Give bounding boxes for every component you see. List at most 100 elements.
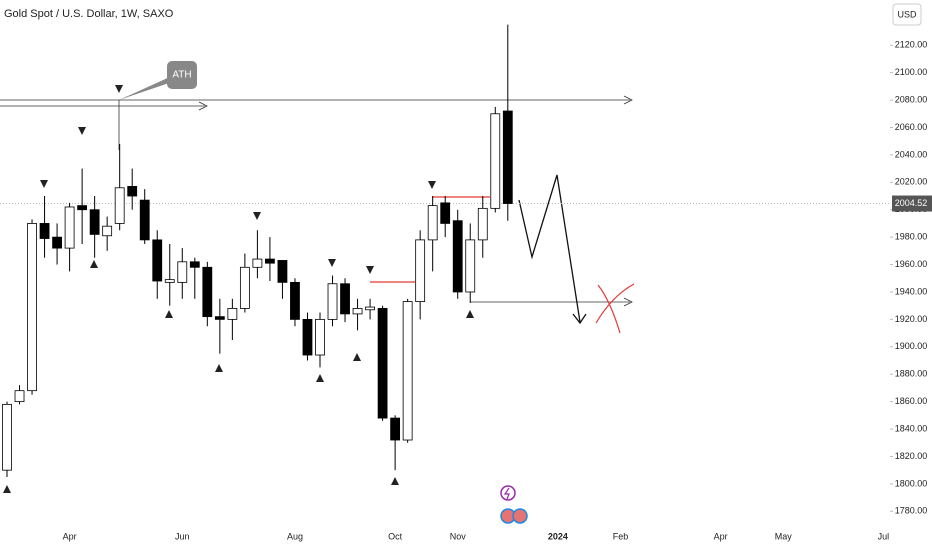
x-tick-label: Oct (388, 531, 403, 541)
candle-body (114, 187, 125, 224)
y-tick-label: 1880.00 (895, 369, 928, 379)
candle-body (139, 199, 150, 241)
arrowhead (623, 95, 633, 105)
candle-body (2, 403, 12, 471)
y-tick-label: 2080.00 (895, 94, 928, 104)
chart-title: Gold Spot / U.S. Dollar, 1W, SAXO (4, 8, 174, 20)
red-cross (595, 283, 635, 334)
pivot-marker (366, 266, 374, 274)
pivot-marker (466, 310, 474, 318)
candle-body (477, 207, 488, 241)
pivot-marker (316, 374, 324, 382)
y-tick-label: 2020.00 (895, 177, 928, 187)
candle-body (490, 113, 501, 209)
candle-body (127, 186, 138, 197)
candle-body (239, 266, 250, 309)
x-tick-label: Apr (63, 531, 77, 541)
candle-body (27, 223, 37, 392)
y-tick-label: 1960.00 (895, 259, 928, 269)
arrowhead (572, 313, 587, 325)
candle-body (252, 258, 263, 268)
candle-body (402, 301, 413, 441)
currency-box[interactable] (892, 3, 922, 26)
y-tick-label: 1900.00 (895, 341, 928, 351)
candle-body (177, 261, 188, 283)
arrowhead (198, 101, 208, 111)
y-tick-label: 2100.00 (895, 67, 928, 77)
candle-body (189, 261, 200, 268)
candle-body (302, 318, 313, 356)
y-tick-label: 1860.00 (895, 396, 928, 406)
candle-body (427, 205, 438, 241)
pivot-marker (40, 180, 48, 188)
candle-body (315, 318, 325, 356)
arrowhead (623, 297, 633, 307)
candle-body (152, 239, 163, 282)
event-icon-bolt (503, 487, 510, 500)
candle-body (277, 260, 288, 283)
callout-tail (119, 76, 172, 100)
callout-box (167, 61, 197, 89)
x-tick-label: Feb (613, 531, 629, 541)
candle-body (440, 202, 451, 224)
y-tick-label: 1980.00 (895, 232, 928, 242)
pivot-marker (215, 364, 223, 372)
pivot-marker (328, 259, 336, 267)
x-tick-label: May (775, 531, 793, 541)
candle-body (390, 417, 401, 441)
y-tick-label: 1780.00 (895, 506, 928, 516)
candle-body (265, 258, 275, 264)
last-price-box (892, 195, 932, 212)
candle-body (290, 281, 300, 320)
candle-body (14, 390, 25, 403)
y-tick-label: 1920.00 (895, 314, 928, 324)
candle-body (89, 209, 100, 235)
candle-body (365, 306, 375, 311)
x-tick-label: Jul (878, 531, 890, 541)
pivot-marker (253, 212, 261, 220)
candle-body (415, 239, 426, 302)
x-tick-label: 2024 (548, 531, 568, 541)
y-tick-label: 2040.00 (895, 149, 928, 159)
candle-body (327, 283, 338, 320)
y-tick-label: 1940.00 (895, 286, 928, 296)
candle-body (102, 225, 113, 237)
event-icon[interactable] (512, 508, 528, 524)
pivot-marker (78, 127, 86, 135)
y-tick-label: 1820.00 (895, 451, 928, 461)
pivot-marker (3, 485, 11, 493)
pivot-marker (90, 260, 98, 268)
y-tick-label: 1840.00 (895, 423, 928, 433)
x-tick-label: Jun (175, 531, 190, 541)
candle-body (39, 223, 50, 239)
x-tick-label: Apr (714, 531, 728, 541)
candle-body (164, 279, 175, 283)
last-price-label: 2004.52 (895, 198, 928, 208)
y-tick-label: 2120.00 (895, 40, 928, 50)
y-tick-label: 1800.00 (895, 478, 928, 488)
projection-path (518, 174, 581, 323)
candle-body (502, 110, 513, 204)
pivot-marker (115, 85, 123, 93)
x-tick-label: Aug (287, 531, 303, 541)
candle-body (214, 316, 225, 320)
callout-text: ATH (172, 70, 191, 81)
candle-body (377, 308, 388, 419)
candle-body (64, 206, 75, 249)
candle-body (340, 283, 350, 315)
candle-body (202, 266, 213, 318)
candle-body (227, 308, 238, 320)
pivot-marker (428, 181, 436, 189)
x-tick-label: Nov (450, 531, 467, 541)
candle-body (77, 205, 88, 211)
y-tick-label: 2060.00 (895, 122, 928, 132)
candle-body (452, 220, 463, 293)
pivot-marker (391, 477, 399, 485)
candle-body (52, 236, 62, 249)
pivot-marker (353, 353, 361, 361)
candle-body (352, 308, 363, 315)
pivot-marker (165, 310, 173, 318)
currency: USD (897, 9, 917, 19)
event-icon[interactable] (500, 485, 516, 501)
